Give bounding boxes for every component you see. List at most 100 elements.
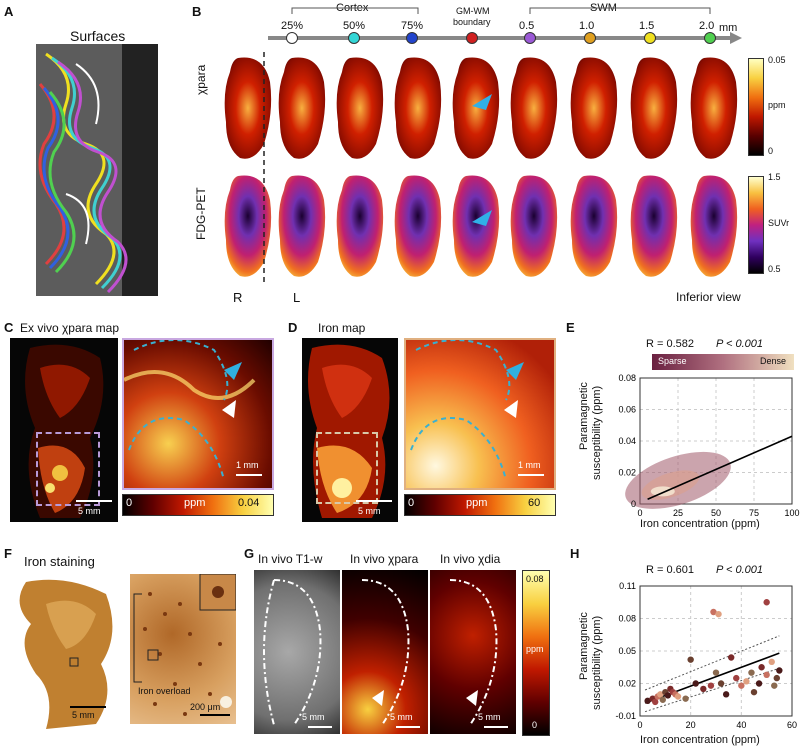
panel-label-c: C: [4, 320, 14, 335]
e-xtick-label: 25: [673, 508, 683, 518]
chi-para-brain-map: [452, 57, 500, 159]
h-data-point: [682, 695, 689, 702]
depth-marker: [524, 32, 536, 44]
panel-a-title: Surfaces: [70, 28, 126, 44]
g-t1-title: In vivo T1-w: [258, 552, 323, 566]
view-label: Inferior view: [676, 290, 741, 304]
h-ytick-label: -0.01: [615, 711, 636, 721]
h-ytick-label: 0.11: [619, 581, 636, 591]
depth-marker: [644, 32, 656, 44]
e-xtick-label: 75: [749, 508, 759, 518]
cbar-pet-min: 0.5: [768, 264, 781, 274]
h-data-point: [710, 608, 717, 616]
h-data-point: [733, 674, 740, 682]
g-para-title: In vivo χpara: [350, 552, 419, 566]
h-data-point: [763, 671, 770, 679]
g-scale-2: 5 mm: [390, 712, 413, 722]
panel-label-e: E: [566, 320, 575, 335]
chi-para-brain-map: [394, 57, 442, 159]
panel-label-g: G: [244, 546, 255, 561]
g-scale-3: 5 mm: [478, 712, 501, 722]
chi-para-brain-map: [690, 57, 738, 159]
depth-unit: mm: [719, 22, 738, 34]
h-data-point: [707, 682, 715, 689]
surfaces-image: [36, 44, 158, 296]
row2-label: FDG-PET: [194, 187, 208, 240]
fdg-pet-brain-map: [510, 175, 558, 277]
e-stat-p: P < 0.001: [716, 338, 763, 350]
e-fit-line: [647, 435, 793, 501]
h-data-point: [773, 674, 780, 682]
h-data-point: [692, 680, 699, 687]
hemi-l-label: L: [293, 290, 301, 305]
h-data-point: [758, 664, 765, 671]
panel-f-title: Iron staining: [24, 554, 95, 569]
d-cbar-min: 0: [408, 497, 415, 509]
c-scale-1: 5 mm: [78, 506, 101, 516]
depth-label: 75%: [401, 20, 424, 32]
iron-staining-overview: 5 mm: [6, 574, 124, 734]
e-xtick-label: 0: [637, 508, 642, 518]
h-data-point: [750, 688, 758, 696]
highlight-arrow: [472, 210, 492, 226]
g-dia-title: In vivo χdia: [440, 552, 501, 566]
h-ci-lower: [644, 667, 780, 713]
fdg-pet-brain-map: [336, 175, 384, 277]
hemi-r-label: R: [233, 290, 243, 305]
chi-para-brain-map: [570, 57, 618, 159]
h-data-point: [687, 656, 694, 663]
panel-label-b: B: [192, 4, 202, 19]
h-data-point: [700, 685, 707, 693]
highlight-arrow: [472, 94, 492, 110]
chi-zoom-image: 1 mm: [122, 338, 274, 490]
h-xlabel: Iron concentration (ppm): [640, 734, 760, 746]
h-plot-frame: [639, 585, 793, 717]
panel-d-title: Iron map: [318, 321, 366, 335]
e-xtick-label: 100: [784, 508, 799, 518]
h-data-point: [763, 599, 770, 606]
d-colorbar: [404, 494, 556, 516]
h-xtick-label: 40: [736, 720, 746, 730]
scatter-chart-e: 0 0.02 0.04 0.06 0.08 0 25 50 75 100: [618, 373, 799, 518]
h-xtick-label: 0: [637, 720, 642, 730]
c-cbar-max: 0.04: [238, 497, 260, 509]
h-xtick-label: 20: [686, 720, 696, 730]
fdg-pet-brain-map: [278, 175, 326, 277]
iron-staining-zoom: 200 μm Iron overload: [130, 574, 236, 724]
f-scale-2: 200 μm: [190, 702, 221, 712]
invivo-t1-image: 5 mm: [254, 570, 340, 734]
cbar-chi-unit: ppm: [768, 100, 786, 110]
h-data-point: [659, 696, 666, 703]
cbar-pet-unit: SUVr: [768, 218, 790, 228]
chi-para-brain-map: [630, 57, 678, 159]
f-scale-1: 5 mm: [72, 710, 95, 720]
h-ylabel-1: Paramagnetic: [578, 612, 590, 680]
e-legend-dense: Dense: [760, 356, 787, 366]
h-data-point: [771, 682, 778, 689]
h-xtick-label: 60: [787, 720, 797, 730]
h-ytick-label: 0.02: [618, 679, 636, 689]
gmwm-label-1: GM-WM: [456, 6, 490, 16]
e-ytick-label: 0.02: [618, 468, 636, 478]
c-colorbar: [122, 494, 274, 516]
h-stat-p: P < 0.001: [716, 564, 763, 576]
depth-marker: [348, 32, 360, 44]
h-data-point: [768, 658, 775, 666]
chi-para-brain-map: [336, 57, 384, 159]
depth-marker: [584, 32, 596, 44]
d-cbar-max: 60: [528, 497, 541, 509]
depth-marker: [406, 32, 418, 44]
iron-zoom-image: 1 mm: [404, 338, 556, 490]
chi-para-brain-map: [510, 57, 558, 159]
e-xtick-label: 50: [711, 508, 721, 518]
fdg-pet-brain-map: [690, 175, 738, 277]
row1-label: χpara: [194, 64, 208, 95]
e-plot-frame: [639, 377, 793, 505]
invivo-chi-para-image: 5 mm: [342, 570, 428, 734]
depth-label: 50%: [343, 20, 366, 32]
h-ytick-label: 0.08: [618, 614, 636, 624]
chi-overview-image: 5 mm: [10, 338, 118, 522]
h-ytick-label: 0.05: [618, 646, 636, 656]
invivo-chi-dia-image: 5 mm: [430, 570, 516, 734]
depth-label: 0.5: [519, 20, 535, 32]
